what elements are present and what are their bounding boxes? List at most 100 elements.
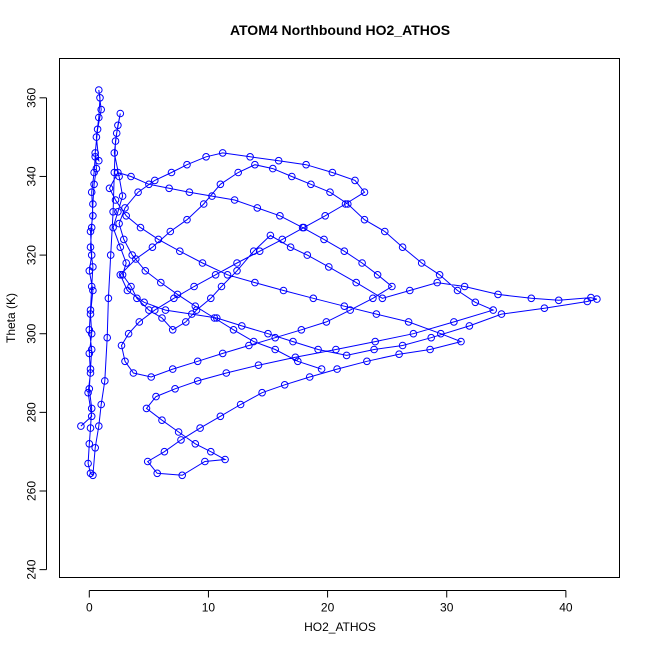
data-point (87, 282, 96, 291)
data-point (112, 129, 121, 137)
data-point (127, 172, 135, 181)
data-point (317, 365, 326, 373)
data-point (86, 469, 95, 478)
data-point (91, 149, 99, 157)
data-point (221, 455, 229, 464)
data-point (140, 298, 148, 307)
data-point (171, 385, 179, 393)
data-point (97, 105, 105, 114)
data-point (183, 160, 191, 169)
data-point (168, 326, 177, 334)
data-point (289, 337, 297, 346)
data-point (122, 212, 130, 220)
data-point (118, 271, 127, 279)
data-point (121, 204, 129, 212)
data-point (92, 164, 101, 173)
data-point (373, 271, 382, 279)
data-point (87, 223, 96, 232)
data-point (85, 385, 94, 393)
data-point (450, 318, 458, 326)
data-point (97, 400, 105, 409)
data-point (360, 215, 369, 224)
data-point (360, 188, 369, 196)
data-point (266, 231, 275, 240)
data-point (106, 251, 115, 259)
data-point (143, 457, 152, 466)
data-point (314, 345, 322, 354)
data-point (118, 192, 127, 200)
data-point (340, 302, 349, 311)
data-point (86, 306, 95, 314)
data-point (191, 302, 200, 311)
data-point (341, 200, 350, 208)
data-point (128, 251, 136, 259)
data-point (198, 259, 207, 267)
data-point (103, 333, 111, 342)
data-point (216, 412, 225, 421)
data-point (202, 153, 210, 161)
data-point (398, 341, 407, 350)
data-point (328, 168, 337, 177)
data-point (363, 357, 371, 366)
data-point (153, 469, 161, 478)
data-point (251, 160, 259, 169)
data-point (93, 125, 102, 134)
data-point (192, 306, 201, 314)
data-point (208, 192, 216, 200)
x-axis-label: HO2_ATHOS (304, 620, 376, 634)
data-point (222, 369, 231, 377)
data-point (381, 227, 389, 236)
y-tick-label: 320 (25, 245, 39, 265)
data-point (90, 180, 98, 189)
data-point (199, 200, 208, 208)
data-point (129, 369, 138, 377)
data-point (271, 333, 280, 342)
data-point (95, 156, 103, 165)
data-point (116, 243, 125, 251)
data-point (86, 424, 95, 432)
data-point (218, 349, 227, 358)
data-point (101, 377, 109, 385)
data-point (166, 227, 175, 236)
data-point (177, 436, 185, 444)
data-point (77, 422, 85, 430)
data-point (109, 223, 117, 232)
data-point (307, 180, 315, 189)
data-point (109, 208, 117, 216)
data-point (426, 345, 434, 354)
data-point (258, 388, 266, 397)
data-point (154, 235, 163, 244)
data-point (326, 188, 334, 196)
data-point (158, 314, 166, 322)
data-point (234, 168, 242, 177)
data-point (264, 329, 272, 338)
data-point (111, 137, 120, 145)
data-point (104, 294, 113, 303)
data-point (188, 310, 196, 318)
data-point (110, 149, 119, 157)
data-point (191, 440, 200, 448)
y-axis: 240 260 280 300 320 340 360 (25, 87, 47, 580)
data-point (96, 94, 104, 102)
data-point (325, 263, 333, 271)
data-point (253, 204, 262, 212)
data-point (86, 310, 95, 318)
data-point (152, 392, 160, 401)
data-point (185, 188, 194, 196)
data-point (213, 314, 221, 322)
data-point (271, 345, 280, 354)
data-point (593, 295, 601, 303)
data-point (371, 337, 380, 346)
series (77, 86, 601, 480)
data-point (86, 365, 95, 373)
data-point (460, 282, 469, 291)
data-point (346, 306, 355, 314)
data-point (489, 306, 498, 314)
data-point (111, 196, 120, 204)
data-point (165, 184, 173, 193)
data-point (161, 306, 170, 314)
data-point (340, 247, 349, 255)
data-point (527, 294, 536, 303)
data-point (278, 235, 287, 244)
data-point (372, 310, 381, 318)
